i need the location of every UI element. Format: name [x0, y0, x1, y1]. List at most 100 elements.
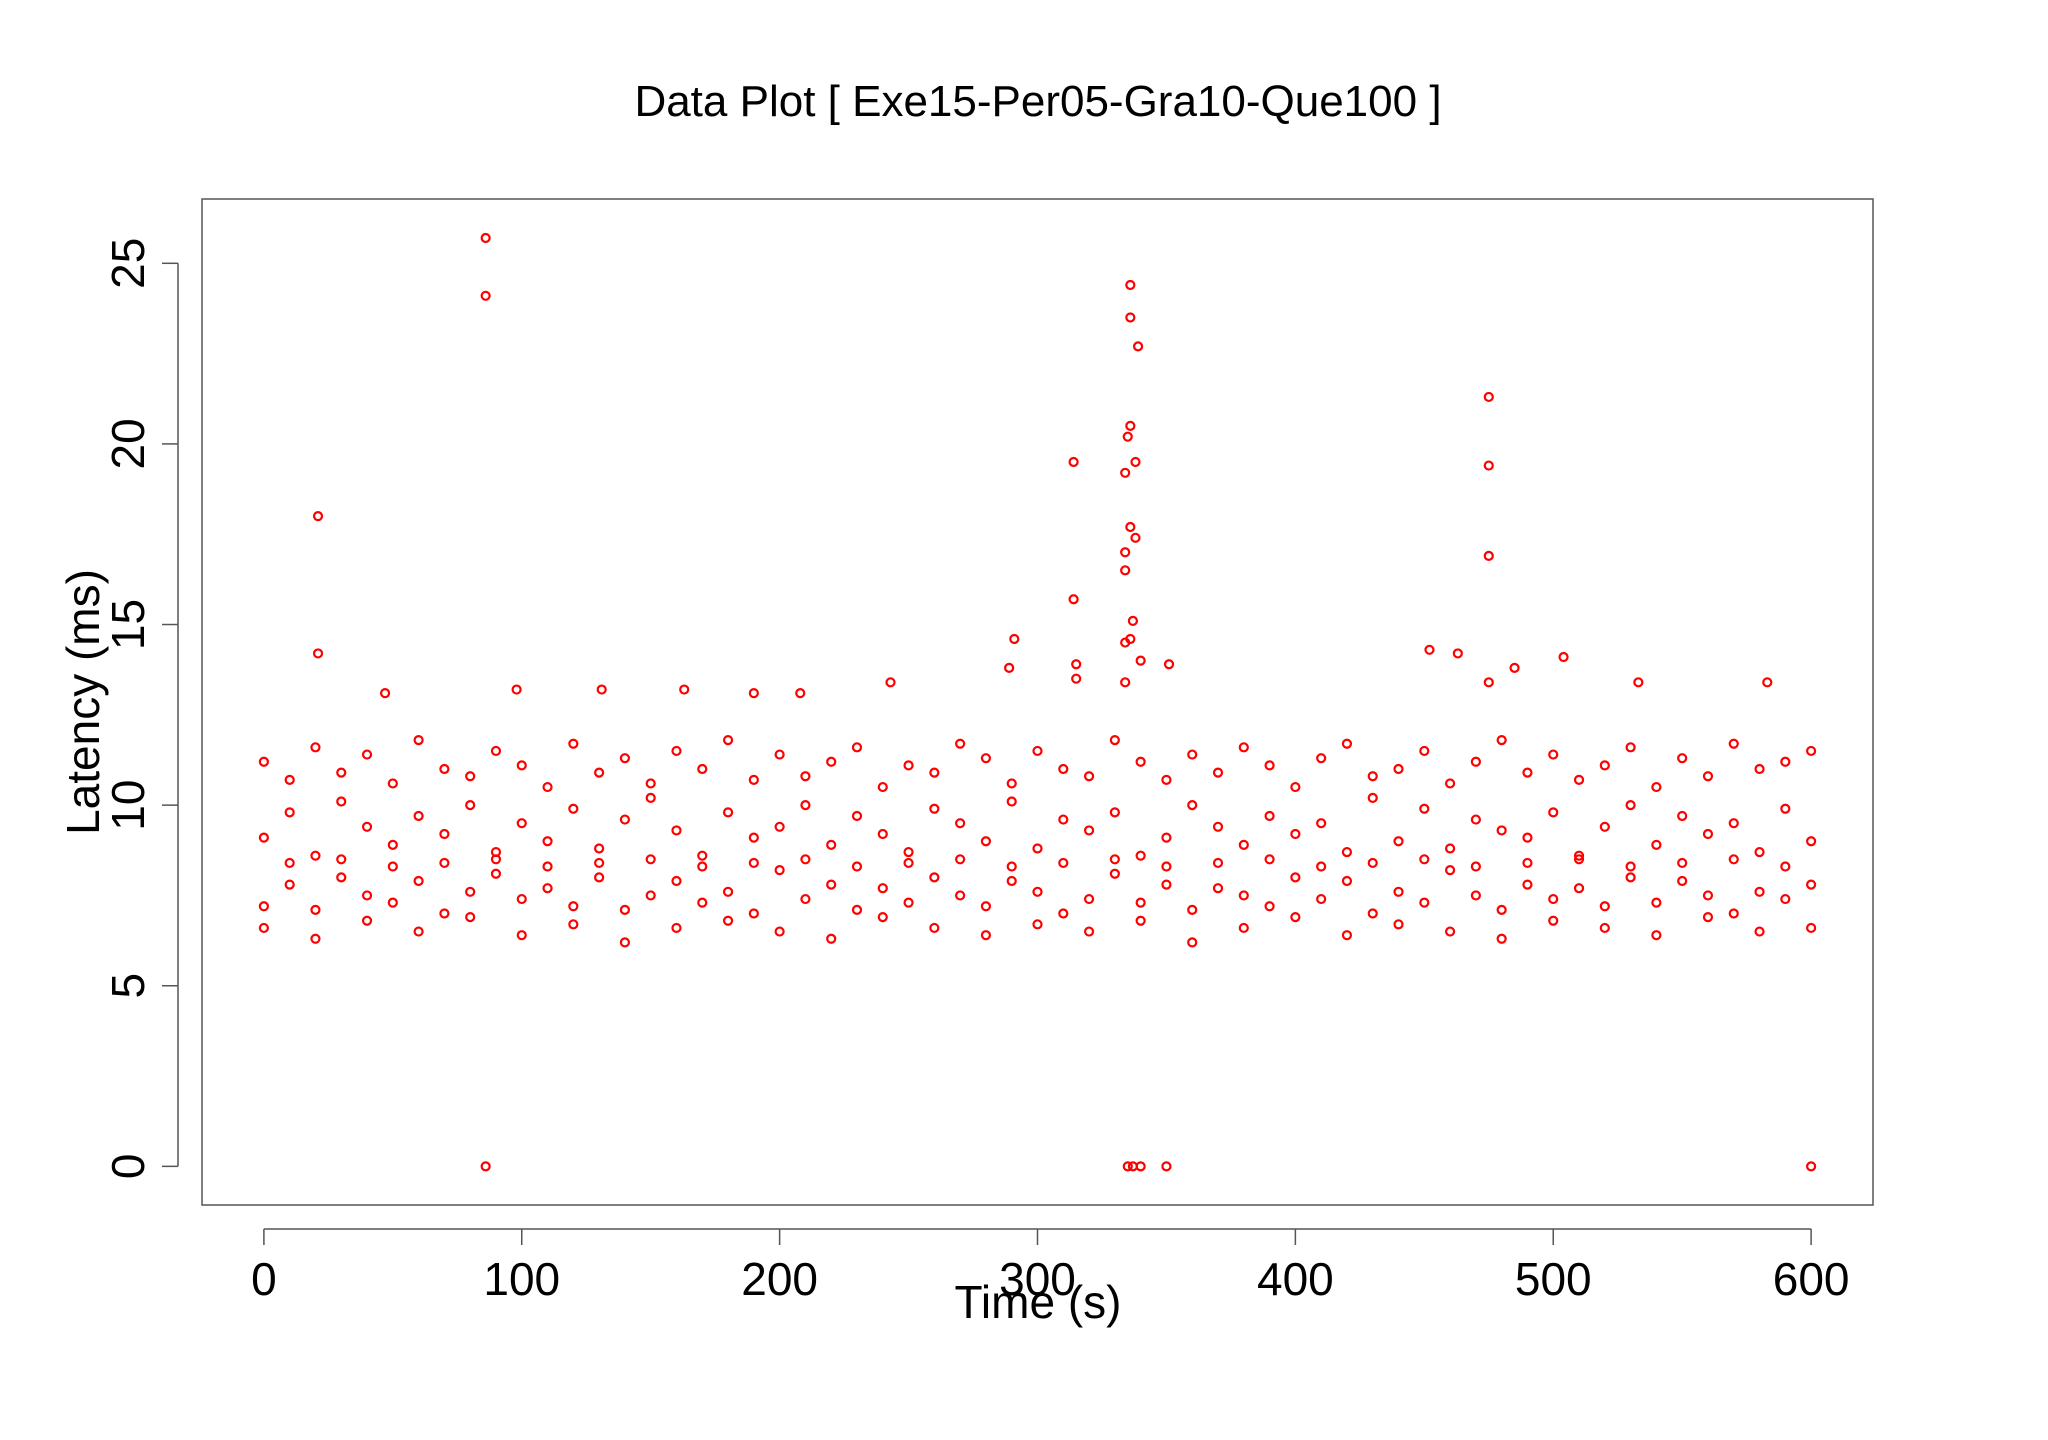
point [1599, 821, 1610, 832]
point [1009, 633, 1020, 645]
point [336, 796, 347, 807]
point [1187, 904, 1198, 915]
point [1120, 467, 1131, 478]
point [1316, 893, 1327, 905]
point [1161, 861, 1172, 872]
point [1625, 800, 1636, 811]
point [1212, 821, 1224, 832]
point [596, 684, 607, 695]
point [671, 875, 682, 887]
point [800, 800, 811, 811]
point [1290, 828, 1301, 840]
point [1393, 836, 1404, 847]
point [379, 688, 391, 699]
point [1496, 735, 1507, 746]
point [1120, 565, 1131, 576]
point [955, 854, 966, 865]
point [697, 850, 708, 861]
point [1006, 861, 1017, 872]
y-tick-label: 20 [102, 418, 154, 469]
point [722, 886, 734, 897]
point [1125, 279, 1136, 291]
point [697, 897, 708, 908]
point [1806, 922, 1817, 934]
point [1651, 781, 1662, 793]
point [258, 756, 269, 767]
point [361, 821, 373, 832]
point [929, 803, 940, 814]
point [465, 800, 476, 811]
point [542, 836, 553, 847]
point [258, 901, 269, 912]
point [439, 828, 450, 840]
point [980, 901, 992, 912]
point [645, 778, 656, 789]
y-tick-label: 15 [102, 599, 154, 650]
point [1125, 521, 1136, 533]
point [594, 857, 605, 869]
point [1677, 875, 1688, 887]
point [748, 832, 759, 843]
point [748, 688, 759, 699]
point [1135, 655, 1146, 666]
point [1728, 908, 1739, 919]
point [619, 814, 631, 825]
point [1522, 767, 1533, 778]
point [1367, 771, 1378, 782]
point [387, 839, 398, 850]
point [1702, 771, 1714, 782]
point [619, 753, 631, 764]
point [1573, 883, 1585, 894]
point [1780, 861, 1791, 872]
point [722, 915, 734, 926]
point [413, 810, 424, 822]
point [1135, 756, 1146, 767]
x-tick-label: 0 [251, 1253, 277, 1305]
point [1728, 818, 1739, 829]
point [310, 742, 321, 753]
point [1083, 771, 1095, 782]
point [1125, 312, 1136, 323]
point [1806, 836, 1817, 847]
point [1083, 825, 1095, 836]
point [1625, 872, 1636, 883]
y-tick-label: 5 [102, 973, 154, 999]
point [1599, 760, 1610, 771]
point [1032, 843, 1043, 854]
point [1290, 872, 1301, 883]
point [439, 908, 450, 919]
point [1341, 930, 1353, 941]
point [1573, 854, 1585, 865]
point [594, 872, 605, 883]
point [800, 854, 811, 865]
point [568, 738, 579, 749]
point [1004, 662, 1015, 673]
point [1548, 807, 1559, 818]
point [1625, 861, 1636, 872]
point [903, 846, 914, 858]
point [1419, 803, 1430, 814]
point [697, 861, 708, 872]
point [1068, 456, 1079, 468]
point [851, 904, 863, 915]
point [258, 832, 269, 843]
point [1625, 742, 1636, 753]
point [1522, 879, 1533, 890]
point [1754, 886, 1765, 897]
points [258, 232, 1817, 1172]
point [1125, 420, 1136, 431]
point [1419, 897, 1430, 908]
point [1780, 893, 1791, 905]
point [361, 915, 373, 926]
point [1762, 677, 1773, 688]
point [1032, 745, 1043, 757]
point [903, 897, 914, 908]
point [336, 767, 347, 778]
point [1290, 912, 1301, 923]
point [1522, 857, 1533, 869]
point [1470, 861, 1481, 872]
point [480, 1161, 491, 1172]
point [645, 792, 656, 804]
point [1238, 839, 1249, 850]
point [312, 648, 324, 659]
